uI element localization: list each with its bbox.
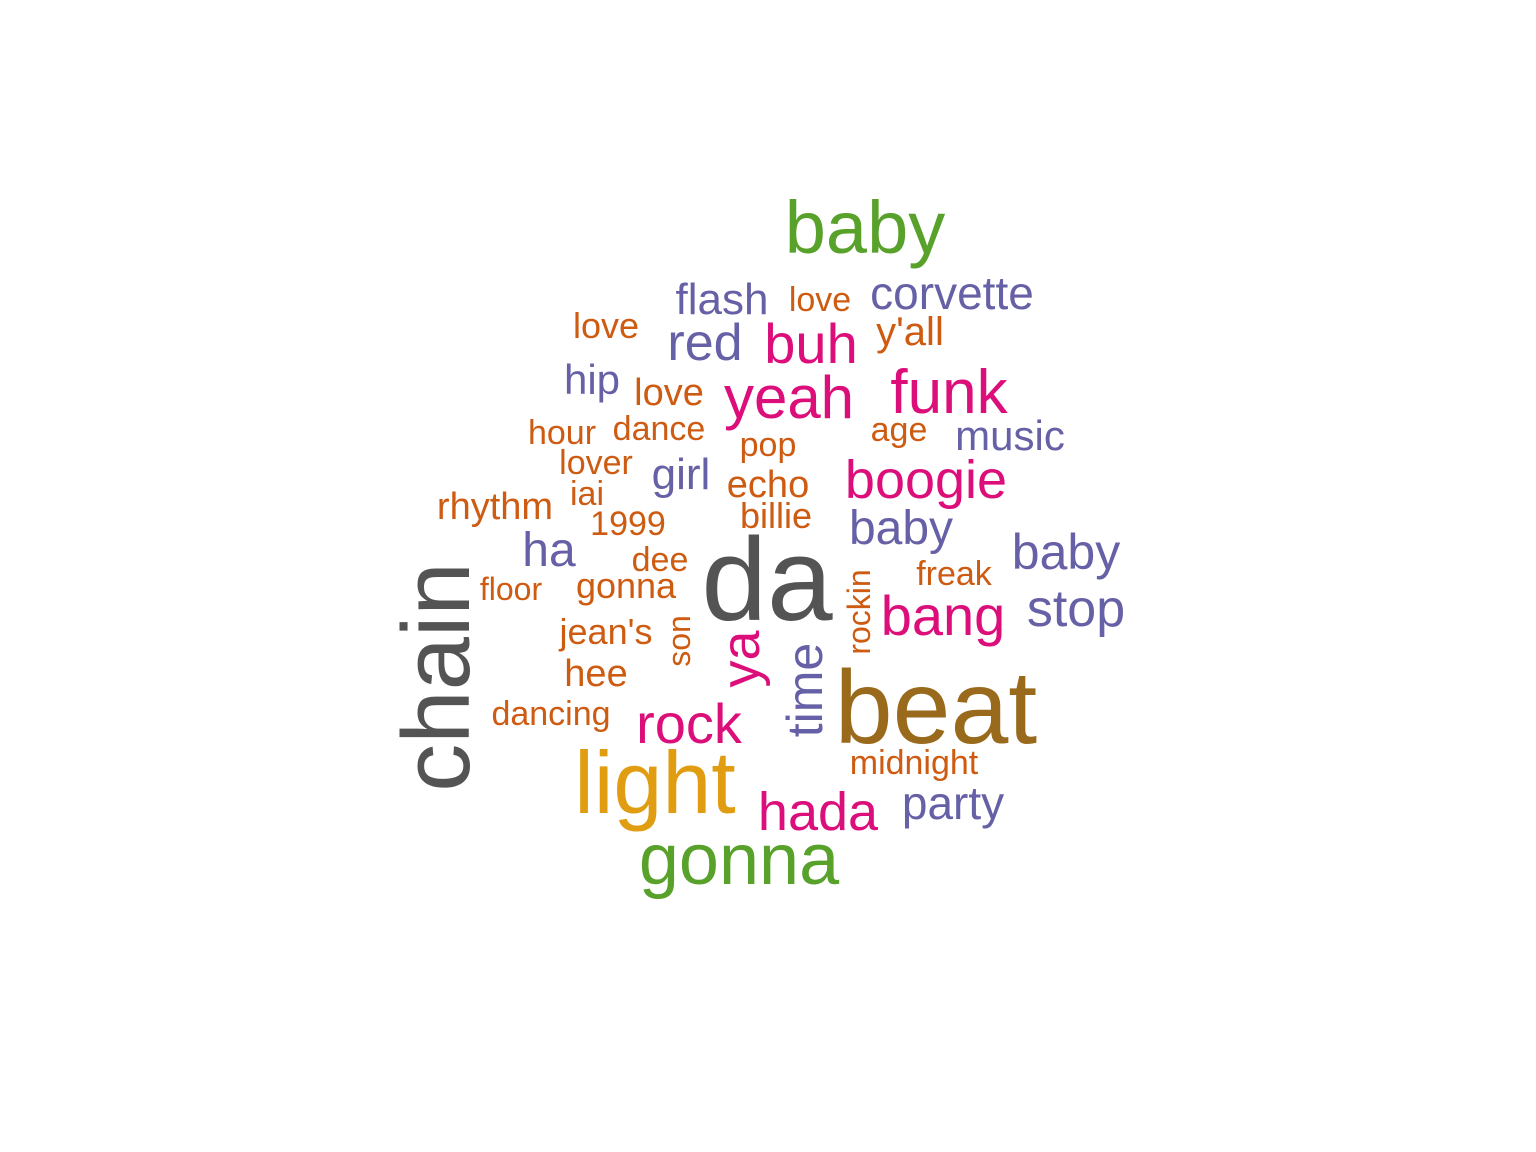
word-music: music: [955, 412, 1065, 459]
word-hee: hee: [564, 653, 628, 695]
word-love: love: [634, 372, 704, 414]
word-jean-s: jean's: [559, 611, 653, 652]
word-dancing: dancing: [491, 695, 611, 733]
word-beat: beat: [834, 650, 1038, 766]
word-corvette: corvette: [870, 267, 1034, 319]
word-rockin: rockin: [841, 569, 877, 655]
word-boogie: boogie: [844, 450, 1008, 510]
word-da: da: [701, 514, 833, 646]
word-dance: dance: [612, 410, 706, 448]
word-ha: ha: [522, 524, 576, 577]
word-baby: baby: [1011, 524, 1121, 580]
word-bang: bang: [880, 584, 1006, 647]
word-floor: floor: [479, 571, 543, 607]
word-chain: chain: [383, 562, 490, 792]
word-funk: funk: [890, 358, 1008, 427]
word-hada: hada: [757, 782, 879, 842]
word-age: age: [870, 411, 928, 449]
word-pop: pop: [739, 426, 797, 464]
word-baby: baby: [784, 186, 946, 269]
word-light: light: [574, 733, 736, 832]
word-buh: buh: [764, 312, 858, 375]
word-gonna: gonna: [638, 820, 840, 900]
word-hour: hour: [527, 414, 597, 452]
word-red: red: [667, 314, 743, 372]
word-dee: dee: [631, 541, 689, 579]
word-gonna: gonna: [575, 565, 677, 606]
word-billie: billie: [739, 495, 813, 536]
word-1999: 1999: [590, 505, 666, 543]
word-ya: ya: [711, 630, 771, 688]
word-iai: iai: [569, 475, 605, 513]
word-love: love: [572, 305, 640, 346]
word-echo: echo: [726, 464, 810, 506]
word-lover: lover: [559, 444, 633, 482]
word-freak: freak: [916, 555, 992, 593]
word-girl: girl: [651, 450, 711, 499]
word-midnight: midnight: [849, 744, 979, 782]
word-y-all: y'all: [876, 310, 944, 354]
word-love: love: [788, 281, 852, 319]
word-baby: baby: [848, 502, 954, 555]
word-rock: rock: [636, 692, 742, 755]
word-stop: stop: [1026, 580, 1126, 638]
word-time: time: [777, 642, 833, 738]
word-hip: hip: [563, 356, 621, 403]
word-son: son: [661, 615, 697, 667]
word-yeah: yeah: [723, 364, 855, 431]
word-party: party: [901, 777, 1005, 829]
word-flash: flash: [675, 275, 769, 324]
word-rhythm: rhythm: [436, 486, 554, 528]
